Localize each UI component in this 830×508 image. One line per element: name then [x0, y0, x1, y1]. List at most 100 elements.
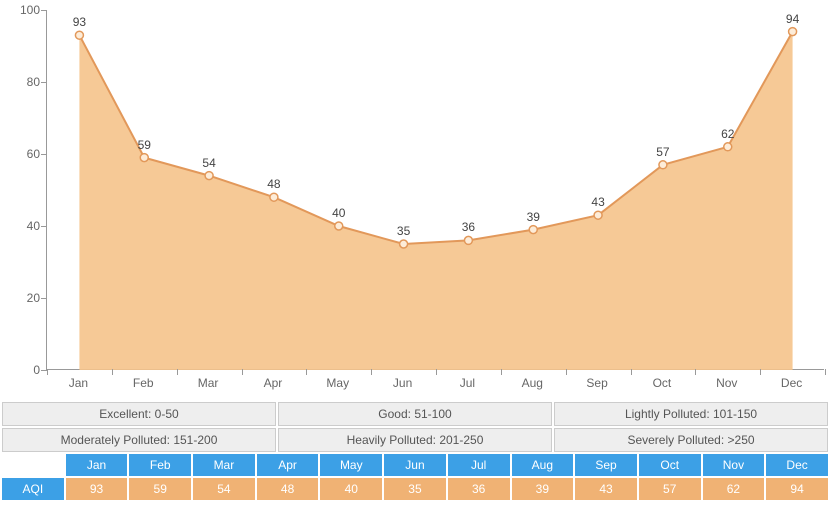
x-tick — [695, 369, 696, 375]
legend-cell: Lightly Polluted: 101-150 — [554, 402, 828, 426]
legend-cell: Good: 51-100 — [278, 402, 552, 426]
data-label: 43 — [591, 195, 604, 209]
x-tick — [825, 369, 826, 375]
y-tick — [41, 226, 47, 227]
aqi-table: JanFebMarAprMayJunJulAugSepOctNovDecAQI9… — [2, 454, 828, 502]
y-tick — [41, 154, 47, 155]
data-marker — [724, 143, 732, 151]
area-svg — [47, 10, 825, 370]
legend-cell: Heavily Polluted: 201-250 — [278, 428, 552, 452]
area-fill — [79, 32, 792, 370]
x-tick — [371, 369, 372, 375]
data-label: 40 — [332, 206, 345, 220]
table-row: AQI935954484035363943576294 — [2, 478, 828, 500]
x-tick — [47, 369, 48, 375]
y-tick-label: 80 — [27, 75, 40, 89]
x-tick-label: Apr — [264, 376, 283, 390]
table-cell: 35 — [384, 478, 446, 500]
table-cell: 43 — [575, 478, 637, 500]
data-marker — [75, 31, 83, 39]
y-tick — [41, 82, 47, 83]
data-marker — [335, 222, 343, 230]
x-tick — [436, 369, 437, 375]
data-label: 54 — [202, 156, 215, 170]
y-tick — [41, 298, 47, 299]
aqi-area-chart: 93 59 54 48 40 35 36 39 43 57 62 94 0 20 40 60 80 100 Jan… — [0, 0, 830, 400]
x-tick-label: Sep — [586, 376, 607, 390]
x-tick — [112, 369, 113, 375]
table-cell: 62 — [703, 478, 765, 500]
data-marker — [270, 193, 278, 201]
table-col-header: Jun — [384, 454, 446, 476]
y-tick-label: 20 — [27, 291, 40, 305]
table-col-header: Mar — [193, 454, 255, 476]
legend-cell: Moderately Polluted: 151-200 — [2, 428, 276, 452]
aqi-legend: Excellent: 0-50Good: 51-100Lightly Pollu… — [2, 402, 828, 454]
table-col-header: Apr — [257, 454, 319, 476]
x-tick-label: Mar — [198, 376, 219, 390]
y-tick-label: 0 — [33, 363, 40, 377]
x-tick-label: Jul — [460, 376, 475, 390]
data-marker — [464, 236, 472, 244]
plot-area: 93 59 54 48 40 35 36 39 43 57 62 94 — [46, 10, 824, 370]
table-col-header: Aug — [512, 454, 574, 476]
data-marker — [140, 154, 148, 162]
table-corner — [2, 454, 64, 476]
x-tick — [760, 369, 761, 375]
table-row-label: AQI — [2, 478, 64, 500]
table-cell: 93 — [66, 478, 128, 500]
x-tick-label: Dec — [781, 376, 802, 390]
table-cell: 57 — [639, 478, 701, 500]
x-tick — [631, 369, 632, 375]
table-header-row: JanFebMarAprMayJunJulAugSepOctNovDec — [2, 454, 828, 476]
data-marker — [205, 172, 213, 180]
table-col-header: Jan — [66, 454, 128, 476]
table-cell: 48 — [257, 478, 319, 500]
data-label: 59 — [138, 138, 151, 152]
table-cell: 94 — [766, 478, 828, 500]
table-col-header: Dec — [766, 454, 828, 476]
x-tick — [306, 369, 307, 375]
data-marker — [529, 226, 537, 234]
x-tick — [177, 369, 178, 375]
data-marker — [789, 28, 797, 36]
y-tick-label: 100 — [20, 3, 40, 17]
legend-row: Moderately Polluted: 151-200Heavily Poll… — [2, 428, 828, 452]
x-tick — [501, 369, 502, 375]
table-col-header: May — [320, 454, 382, 476]
legend-cell: Excellent: 0-50 — [2, 402, 276, 426]
data-marker — [659, 161, 667, 169]
y-tick-label: 40 — [27, 219, 40, 233]
table-cell: 59 — [129, 478, 191, 500]
table-col-header: Nov — [703, 454, 765, 476]
x-tick — [566, 369, 567, 375]
legend-row: Excellent: 0-50Good: 51-100Lightly Pollu… — [2, 402, 828, 426]
data-marker — [400, 240, 408, 248]
x-tick — [242, 369, 243, 375]
data-label: 36 — [462, 220, 475, 234]
table-col-header: Oct — [639, 454, 701, 476]
legend-cell: Severely Polluted: >250 — [554, 428, 828, 452]
data-label: 93 — [73, 15, 86, 29]
table-col-header: Sep — [575, 454, 637, 476]
table-col-header: Jul — [448, 454, 510, 476]
data-label: 57 — [656, 145, 669, 159]
data-marker — [594, 211, 602, 219]
x-tick-label: Nov — [716, 376, 737, 390]
x-tick-label: Aug — [522, 376, 543, 390]
y-tick — [41, 10, 47, 11]
table-col-header: Feb — [129, 454, 191, 476]
x-tick-label: May — [326, 376, 349, 390]
data-label: 39 — [527, 210, 540, 224]
x-tick-label: Jan — [69, 376, 88, 390]
data-label: 48 — [267, 177, 280, 191]
table-cell: 36 — [448, 478, 510, 500]
table-cell: 39 — [512, 478, 574, 500]
data-label: 62 — [721, 127, 734, 141]
data-label: 94 — [786, 12, 799, 26]
table-cell: 40 — [320, 478, 382, 500]
data-label: 35 — [397, 224, 410, 238]
x-tick-label: Feb — [133, 376, 154, 390]
x-tick-label: Oct — [653, 376, 672, 390]
y-tick-label: 60 — [27, 147, 40, 161]
